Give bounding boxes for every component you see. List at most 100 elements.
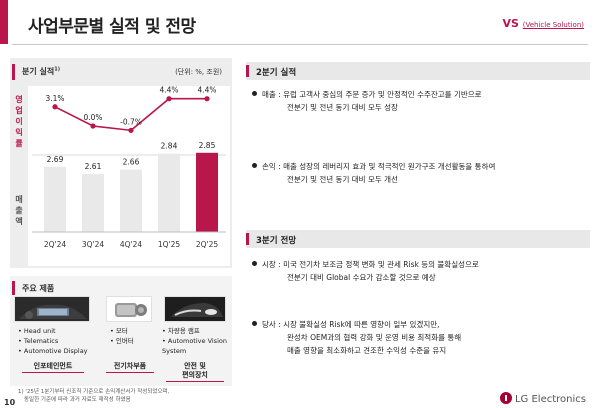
bullet-line: 손익 : 매출 성장의 레버리지 효과 및 적극적인 원가구조 개선활동을 통하… bbox=[252, 160, 495, 173]
section-header-outlook: 3분기 전망 bbox=[246, 230, 590, 248]
op-margin-char: 업 bbox=[15, 106, 23, 115]
bullet-dot bbox=[252, 163, 257, 168]
bullet-dot bbox=[252, 321, 257, 326]
car-lamp-icon bbox=[164, 296, 226, 322]
section-header-results: 2분기 실적 bbox=[246, 62, 590, 80]
sales-axis-label: 매 출 액 bbox=[13, 194, 25, 227]
op-margin-axis-label: 영 업 이 익 률 bbox=[13, 94, 25, 149]
category-label: 4Q'24 bbox=[120, 240, 143, 249]
op-margin-char: 영 bbox=[15, 95, 23, 104]
category-label: 2Q'24 bbox=[44, 240, 67, 249]
op-margin-point bbox=[204, 96, 210, 102]
op-margin-point bbox=[166, 96, 172, 102]
panel-title: 분기 실적1) bbox=[22, 66, 60, 77]
ev-parts-items: 모터 인버터 bbox=[110, 326, 134, 346]
bullet-dot bbox=[252, 261, 257, 266]
chart-area: 2.69 2.61 2.66 2.84 2.85 2Q'24 3Q'24 4Q'24 1Q'25… bbox=[28, 86, 230, 266]
op-margin-value-label: 3.1% bbox=[45, 94, 64, 103]
sales-bar bbox=[82, 173, 104, 232]
product-item: 차량용 램프 bbox=[162, 326, 228, 336]
footnote-line: 동일한 기준에 따라 과거 자료도 재작성 하였음 bbox=[24, 397, 131, 403]
sales-value-label: 2.85 bbox=[199, 141, 216, 150]
sales-bar bbox=[120, 169, 142, 232]
section-accent-bar bbox=[246, 65, 249, 77]
bullet-text: 당사 : 시장 불확실성 Risk에 따른 영향이 일부 있겠지만, bbox=[262, 320, 440, 329]
bullet-text: 매출 : 유럽 고객사 중심의 주문 증가 및 안정적인 수주잔고를 기반으로 bbox=[262, 90, 482, 99]
lg-logo: LG Electronics bbox=[499, 392, 586, 405]
sales-value-label: 2.84 bbox=[161, 142, 178, 151]
category-infotainment: 인포테인먼트 bbox=[22, 362, 84, 373]
category-safety-line: 편의장치 bbox=[182, 371, 208, 379]
panel-header: 분기 실적1) (단위: %, 조원) bbox=[10, 58, 232, 86]
product-item-text: Automotive Vision System bbox=[162, 337, 227, 355]
footnote: 1) '25년 1분기부터 신조직 기준으로 손익계산서가 작성되었으며, 동일… bbox=[18, 388, 169, 404]
op-margin-point bbox=[128, 127, 134, 133]
products-title: 주요 제품 bbox=[22, 284, 55, 293]
op-margin-value-label: 4.4% bbox=[197, 86, 216, 95]
category-safety-line: 안전 및 bbox=[184, 362, 206, 370]
panel-accent-bar bbox=[12, 64, 15, 80]
section-title: 3분기 전망 bbox=[256, 236, 297, 246]
bullet-line: 매출 영향을 최소화하고 견조한 수익성 수준을 유지 bbox=[287, 346, 447, 355]
bullet-profit: 손익 : 매출 성장의 레버리지 효과 및 적극적인 원가구조 개선활동을 통하… bbox=[252, 160, 495, 186]
bullet-line: 당사 : 시장 불확실성 Risk에 따른 영향이 일부 있겠지만, bbox=[252, 318, 461, 331]
lg-logo-icon bbox=[499, 392, 512, 404]
product-item: Automotive Vision System bbox=[162, 336, 228, 356]
title-divider bbox=[12, 44, 588, 45]
page-title: 사업부문별 실적 및 전망 bbox=[28, 17, 196, 37]
op-margin-point bbox=[52, 104, 58, 110]
products-panel: 주요 제품 Head unit Telematics Automotive Di… bbox=[10, 276, 232, 386]
sales-bar bbox=[196, 152, 218, 232]
bullet-market: 시장 : 미국 전기차 보조금 정책 변화 및 관세 Risk 등의 불확실성으… bbox=[252, 258, 479, 284]
combo-chart: 2.69 2.61 2.66 2.84 2.85 2Q'24 3Q'24 4Q'24 1Q'25… bbox=[32, 86, 226, 249]
product-item: Head unit bbox=[18, 326, 88, 336]
op-margin-value-label: 0.0% bbox=[83, 113, 102, 122]
bullet-line: 시장 : 미국 전기차 보조금 정책 변화 및 관세 Risk 등의 불확실성으… bbox=[252, 258, 479, 271]
category-label: 1Q'25 bbox=[158, 240, 181, 249]
bullet-line: 전분기 및 전년 동기 대비 모두 성장 bbox=[287, 103, 398, 112]
op-margin-char: 률 bbox=[15, 139, 23, 148]
product-item: 인버터 bbox=[110, 336, 134, 346]
product-item: Telematics bbox=[18, 336, 88, 346]
bullet-line: 매출 : 유럽 고객사 중심의 주문 증가 및 안정적인 수주잔고를 기반으로 bbox=[252, 88, 482, 101]
infotainment-items: Head unit Telematics Automotive Display bbox=[18, 326, 88, 356]
bullet-text: 시장 : 미국 전기차 보조금 정책 변화 및 관세 Risk 등의 불확실성으… bbox=[262, 260, 479, 269]
bullet-line: 완성차 OEM과의 협력 강화 및 운영 비용 최적화를 통해 bbox=[287, 333, 462, 342]
sales-char: 매 bbox=[15, 195, 23, 204]
category-label: 2Q'25 bbox=[196, 240, 219, 249]
bullet-sales: 매출 : 유럽 고객사 중심의 주문 증가 및 안정적인 수주잔고를 기반으로 … bbox=[252, 88, 482, 114]
bullet-line: 전분기 및 전년 동기 대비 모두 개선 bbox=[287, 175, 398, 184]
sales-value-label: 2.66 bbox=[123, 158, 140, 167]
op-margin-value-label: -0.7% bbox=[120, 117, 142, 126]
panel-title-footnote-mark: 1) bbox=[54, 66, 60, 73]
section-title: 2분기 실적 bbox=[256, 68, 297, 78]
division-tag: VS (Vehicle Solution) bbox=[502, 17, 584, 30]
section-accent-bar bbox=[246, 233, 249, 245]
unit-label: (단위: %, 조원) bbox=[175, 68, 222, 76]
bullet-company: 당사 : 시장 불확실성 Risk에 따른 영향이 일부 있겠지만, 완성차 O… bbox=[252, 318, 461, 357]
quarterly-performance-panel: 분기 실적1) (단위: %, 조원) 영 업 이 익 률 매 출 액 2.69… bbox=[10, 58, 232, 268]
sales-value-label: 2.61 bbox=[85, 162, 102, 171]
division-tag-code: VS bbox=[502, 17, 519, 30]
sales-bar bbox=[158, 153, 180, 232]
category-safety: 안전 및 편의장치 bbox=[166, 362, 224, 382]
title-accent-bar bbox=[0, 0, 8, 44]
category-label: 3Q'24 bbox=[82, 240, 105, 249]
page-number: 10 bbox=[4, 398, 16, 407]
op-margin-char: 이 bbox=[15, 117, 23, 126]
op-margin-char: 익 bbox=[15, 128, 23, 137]
motor-icon bbox=[106, 296, 152, 322]
bullet-dot bbox=[252, 91, 257, 96]
sales-char: 액 bbox=[15, 217, 23, 226]
sales-bar bbox=[44, 166, 66, 232]
panel-title-text: 분기 실적 bbox=[22, 67, 55, 76]
bullet-text: 손익 : 매출 성장의 레버리지 효과 및 적극적인 원가구조 개선활동을 통하… bbox=[262, 162, 496, 171]
footnote-line: 1) '25년 1분기부터 신조직 기준으로 손익계산서가 작성되었으며, bbox=[18, 389, 170, 395]
sales-char: 출 bbox=[15, 206, 23, 215]
safety-items: 차량용 램프 Automotive Vision System bbox=[162, 326, 228, 356]
product-item: Automotive Display bbox=[18, 346, 88, 356]
logo-text: LG Electronics bbox=[514, 394, 586, 405]
products-accent-bar bbox=[12, 281, 15, 295]
op-margin-point bbox=[90, 123, 96, 129]
car-display-icon bbox=[14, 296, 90, 322]
